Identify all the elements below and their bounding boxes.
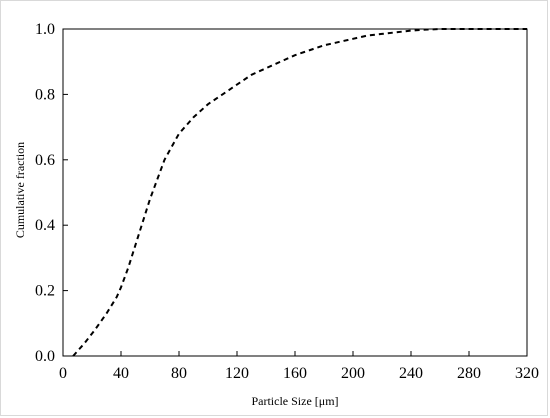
x-axis-label: Particle Size [μm] [251,394,338,408]
y-tick-label: 0.2 [35,283,55,300]
x-tick-label: 40 [113,365,129,382]
y-tick-label: 1.0 [35,21,55,38]
x-tick-label: 320 [515,365,539,382]
y-tick-label: 0.8 [35,86,55,103]
series-layer [72,28,527,357]
y-tick-label: 0.0 [35,348,55,365]
x-tick-label: 240 [399,365,423,382]
y-axis-label: Cumulative fraction [13,142,27,238]
x-tick-label: 200 [341,365,365,382]
x-tick-label: 160 [283,365,307,382]
x-axis-ticks: 0 40 80 120 160 200 240 280 320 [59,351,539,382]
x-tick-label: 80 [171,365,187,382]
series-line-0 [72,28,527,357]
plot-area [62,28,528,357]
y-tick-label: 0.6 [35,152,55,169]
y-axis-ticks: 0.0 0.2 0.4 0.6 0.8 1.0 [35,21,68,365]
x-tick-label: 280 [457,365,481,382]
x-tick-label: 120 [225,365,249,382]
x-tick-label: 0 [59,365,67,382]
y-tick-label: 0.4 [35,217,55,234]
